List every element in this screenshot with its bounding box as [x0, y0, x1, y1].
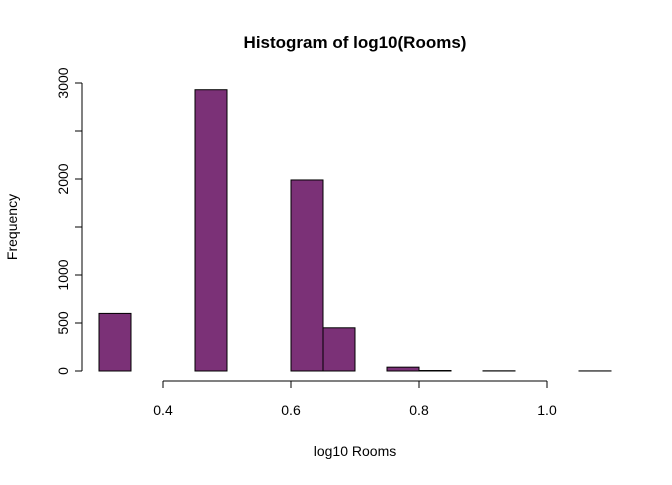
x-axis-label: log10 Rooms — [314, 443, 397, 459]
histogram-bar-6 — [291, 180, 323, 371]
y-tick-label-1: 500 — [55, 311, 71, 335]
chart-title: Histogram of log10(Rooms) — [244, 33, 467, 52]
y-tick-label-6: 3000 — [55, 67, 71, 98]
x-tick-label-3: 1.0 — [537, 402, 557, 418]
y-tick-label-4: 2000 — [55, 163, 71, 194]
x-tick-label-0: 0.4 — [153, 402, 173, 418]
y-tick-label-2: 1000 — [55, 259, 71, 290]
histogram-bar-9 — [387, 367, 419, 371]
histogram-bar-0 — [99, 313, 131, 371]
bars-group — [99, 90, 611, 371]
histogram-bar-3 — [195, 90, 227, 371]
x-tick-label-2: 0.8 — [409, 402, 429, 418]
histogram-bar-7 — [323, 328, 355, 371]
y-axis: 0 500 1000 2000 3000 — [55, 67, 82, 375]
x-axis: 0.4 0.6 0.8 1.0 — [153, 381, 557, 418]
y-tick-label-0: 0 — [55, 367, 71, 375]
x-tick-label-1: 0.6 — [281, 402, 301, 418]
y-axis-label: Frequency — [4, 194, 20, 260]
